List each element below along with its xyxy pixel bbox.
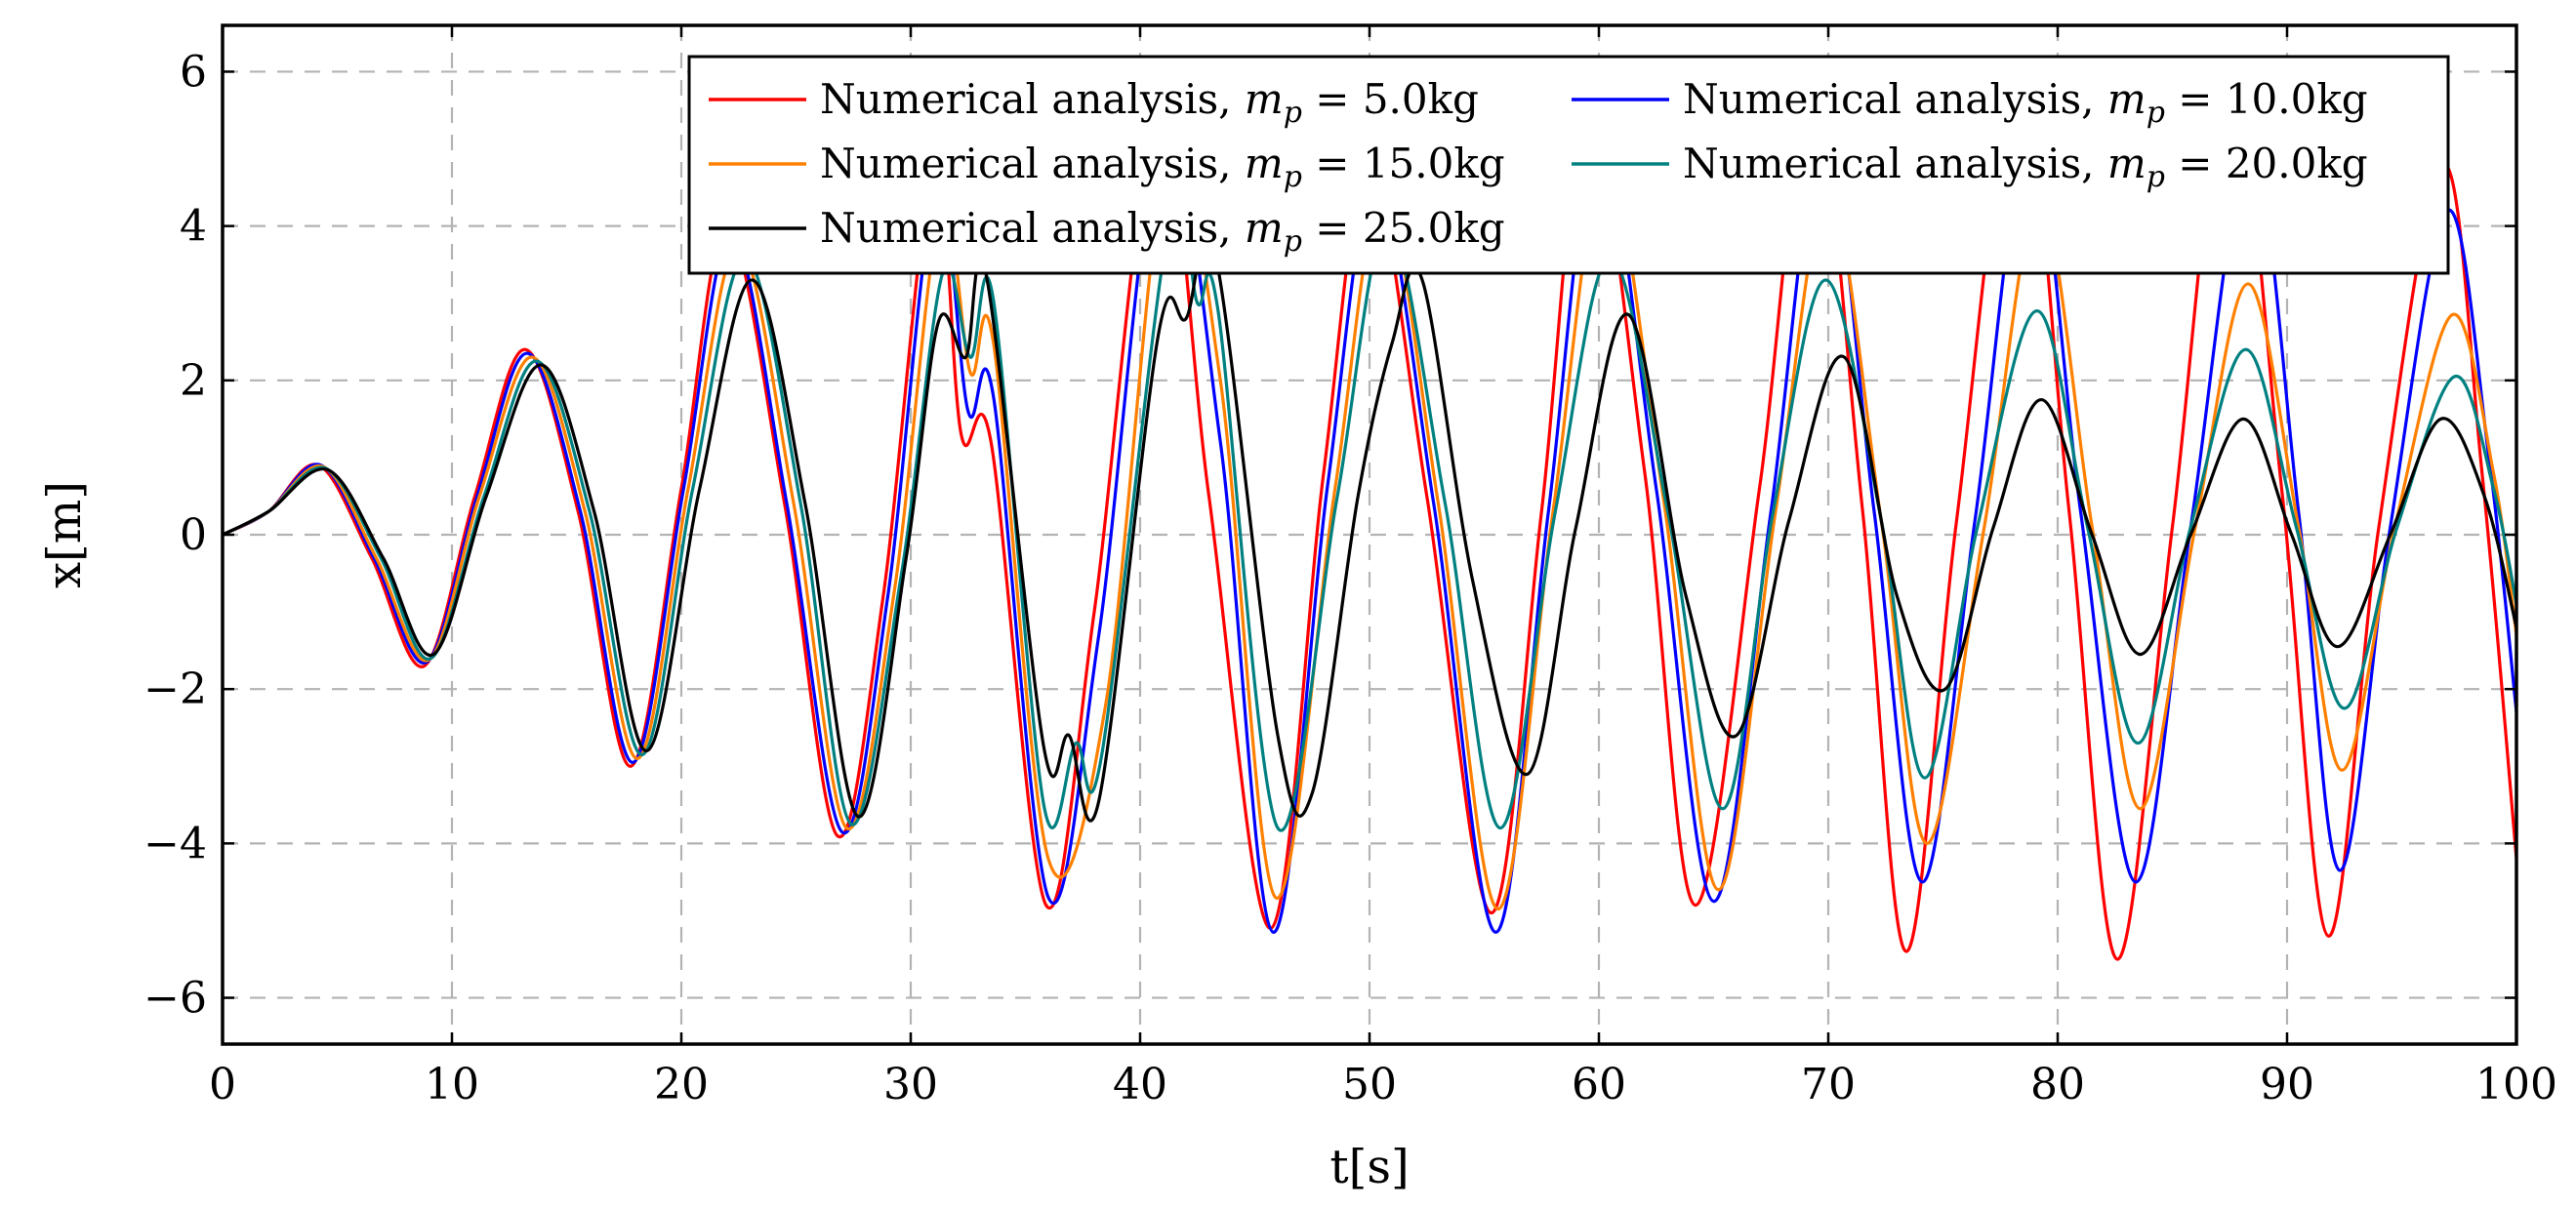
x-tick-label: 30 — [883, 1060, 938, 1109]
legend-label: Numerical analysis, mp = 5.0kg — [820, 75, 1479, 130]
y-axis-label: x[m] — [37, 481, 92, 588]
legend-label: Numerical analysis, mp = 10.0kg — [1683, 75, 2368, 130]
x-axis-label: t[s] — [1329, 1140, 1409, 1194]
x-tick-label: 100 — [2475, 1060, 2557, 1109]
legend-label: Numerical analysis, mp = 20.0kg — [1683, 140, 2368, 194]
ticks: 0 10 20 30 40 50 60 70 80 90 100 −6 −4 −2 0 2 4 6 — [143, 25, 2557, 1109]
legend: Numerical analysis, mp = 5.0kg Numerical … — [687, 55, 2450, 275]
y-tick-label: 2 — [180, 356, 207, 406]
x-tick-label: 60 — [1572, 1060, 1626, 1109]
x-tick-label: 50 — [1342, 1060, 1397, 1109]
x-tick-label: 10 — [425, 1060, 479, 1109]
x-tick-label: 80 — [2030, 1060, 2085, 1109]
x-tick-label: 70 — [1801, 1060, 1856, 1109]
y-tick-label: −4 — [143, 819, 207, 868]
y-tick-label: 4 — [180, 202, 207, 252]
series-line-4 — [223, 194, 2516, 832]
y-tick-label: 0 — [180, 510, 207, 560]
series-line-5 — [223, 233, 2516, 823]
legend-box — [687, 55, 2450, 275]
x-tick-label: 40 — [1113, 1060, 1167, 1109]
x-tick-label: 90 — [2260, 1060, 2314, 1109]
y-tick-label: 6 — [180, 47, 207, 97]
axis-labels: t[s] x[m] — [37, 481, 1410, 1194]
legend-label: Numerical analysis, mp = 25.0kg — [820, 204, 1505, 259]
y-tick-label: −2 — [143, 665, 207, 714]
y-tick-label: −6 — [143, 974, 207, 1024]
x-tick-label: 0 — [209, 1060, 236, 1109]
legend-label: Numerical analysis, mp = 15.0kg — [820, 140, 1505, 194]
x-tick-label: 20 — [654, 1060, 709, 1109]
